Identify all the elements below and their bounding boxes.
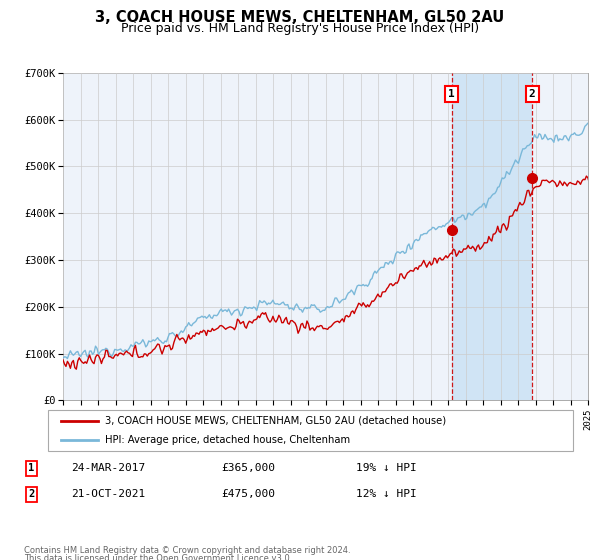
Text: 12% ↓ HPI: 12% ↓ HPI (356, 489, 417, 499)
Text: 2: 2 (529, 89, 536, 99)
Text: 21-OCT-2021: 21-OCT-2021 (71, 489, 146, 499)
Text: 3, COACH HOUSE MEWS, CHELTENHAM, GL50 2AU: 3, COACH HOUSE MEWS, CHELTENHAM, GL50 2A… (95, 10, 505, 25)
Text: £475,000: £475,000 (221, 489, 275, 499)
Text: 2: 2 (28, 489, 34, 499)
Text: £365,000: £365,000 (221, 463, 275, 473)
Text: 19% ↓ HPI: 19% ↓ HPI (356, 463, 417, 473)
FancyBboxPatch shape (48, 410, 573, 451)
Text: 1: 1 (28, 463, 34, 473)
Text: Price paid vs. HM Land Registry's House Price Index (HPI): Price paid vs. HM Land Registry's House … (121, 22, 479, 35)
Text: 3, COACH HOUSE MEWS, CHELTENHAM, GL50 2AU (detached house): 3, COACH HOUSE MEWS, CHELTENHAM, GL50 2A… (105, 416, 446, 426)
Text: This data is licensed under the Open Government Licence v3.0.: This data is licensed under the Open Gov… (24, 554, 292, 560)
Text: 24-MAR-2017: 24-MAR-2017 (71, 463, 146, 473)
Text: HPI: Average price, detached house, Cheltenham: HPI: Average price, detached house, Chel… (105, 435, 350, 445)
Text: 1: 1 (448, 89, 455, 99)
Text: Contains HM Land Registry data © Crown copyright and database right 2024.: Contains HM Land Registry data © Crown c… (24, 546, 350, 555)
Bar (452, 73, 532, 400)
